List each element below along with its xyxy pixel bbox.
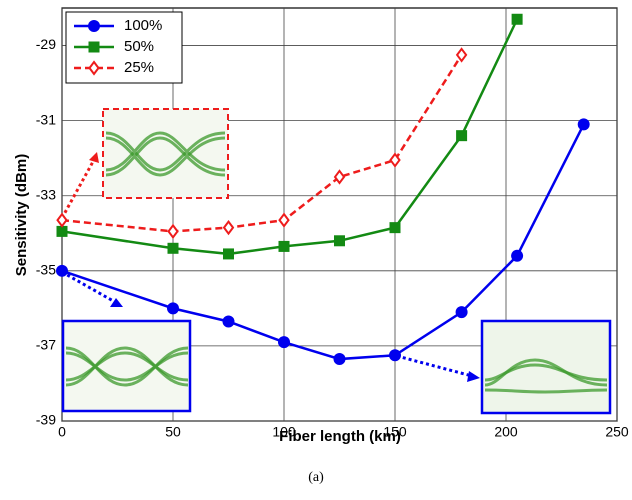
marker xyxy=(334,353,346,365)
caption: (a) xyxy=(308,470,324,485)
x-tick-label: 200 xyxy=(494,424,518,440)
y-tick-label: -39 xyxy=(36,412,56,428)
y-tick-label: -35 xyxy=(36,262,56,278)
y-tick-label: -37 xyxy=(36,337,56,353)
marker xyxy=(389,349,401,361)
marker xyxy=(278,336,290,348)
marker xyxy=(578,118,590,130)
eye-diagram-100-a xyxy=(63,321,190,411)
legend-label: 100% xyxy=(124,17,162,34)
marker xyxy=(511,250,523,262)
legend-label: 50% xyxy=(124,38,154,55)
y-axis-label: Sensitivity (dBm) xyxy=(13,154,30,277)
x-tick-label: 250 xyxy=(605,424,629,440)
marker xyxy=(512,14,523,25)
legend-marker xyxy=(89,42,100,53)
marker xyxy=(168,243,179,254)
y-tick-label: -33 xyxy=(36,186,56,202)
y-tick-label: -31 xyxy=(36,111,56,127)
x-tick-label: 50 xyxy=(165,424,181,440)
marker xyxy=(223,248,234,259)
y-tick-label: -29 xyxy=(36,36,56,52)
legend-marker xyxy=(88,20,100,32)
x-tick-label: 100 xyxy=(272,424,296,440)
marker xyxy=(56,265,68,277)
legend-label: 25% xyxy=(124,59,154,76)
eye-diagram-100-b xyxy=(482,321,610,413)
marker xyxy=(279,241,290,252)
marker xyxy=(223,316,235,328)
x-tick-label: 0 xyxy=(58,424,66,440)
marker xyxy=(456,306,468,318)
x-tick-label: 150 xyxy=(383,424,407,440)
marker xyxy=(167,302,179,314)
marker xyxy=(334,235,345,246)
eye-diagram-25 xyxy=(103,109,228,198)
marker xyxy=(456,130,467,141)
chart: Fiber length (km) Sensitivity (dBm) (a) … xyxy=(0,0,632,495)
marker xyxy=(390,222,401,233)
